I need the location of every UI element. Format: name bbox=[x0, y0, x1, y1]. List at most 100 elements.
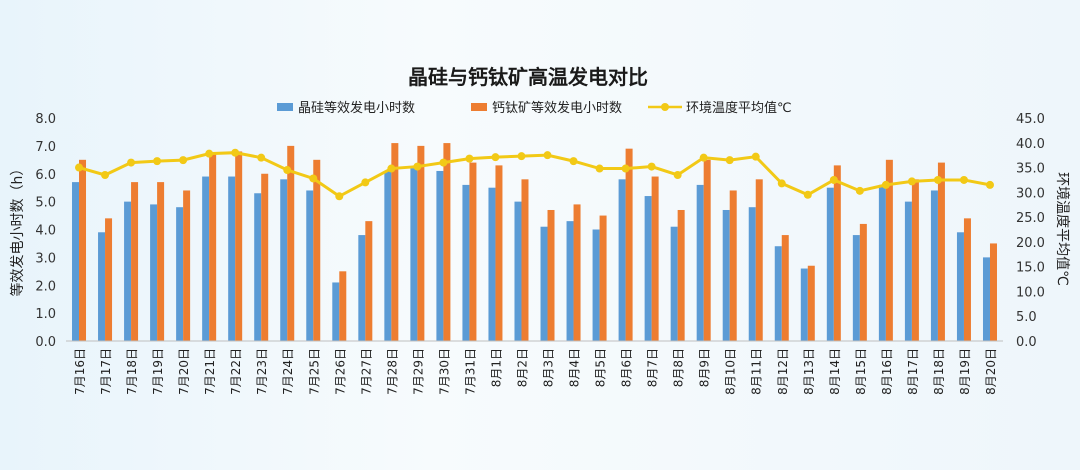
bar-silicon bbox=[150, 204, 158, 341]
temperature-point bbox=[751, 152, 760, 161]
x-tick-label: 8月8日 bbox=[672, 348, 686, 387]
bar-silicon bbox=[670, 226, 678, 341]
bar-perovskite bbox=[521, 179, 529, 341]
bar-perovskite bbox=[807, 265, 815, 341]
y2-tick-label: 45.0 bbox=[1016, 112, 1045, 127]
y-tick-label: 6.0 bbox=[35, 168, 56, 183]
temperature-point bbox=[231, 148, 240, 157]
bar-perovskite bbox=[261, 173, 269, 341]
bar-perovskite bbox=[391, 143, 399, 341]
bar-silicon bbox=[722, 209, 730, 341]
x-tick-label: 8月10日 bbox=[724, 348, 738, 395]
temperature-point bbox=[803, 190, 812, 199]
y-tick-label: 8.0 bbox=[35, 112, 56, 127]
bar-silicon bbox=[956, 232, 964, 341]
temperature-point bbox=[283, 166, 292, 175]
temperature-point bbox=[127, 158, 136, 167]
temperature-point bbox=[959, 175, 968, 184]
temperature-point bbox=[777, 179, 786, 188]
temperature-point bbox=[569, 157, 578, 166]
bar-perovskite bbox=[703, 159, 711, 341]
temperature-point bbox=[75, 163, 84, 172]
bar-perovskite bbox=[677, 209, 685, 341]
temperature-point bbox=[413, 162, 422, 171]
bar-silicon bbox=[410, 168, 418, 341]
temperature-point bbox=[491, 153, 500, 162]
x-tick-label: 7月17日 bbox=[99, 348, 113, 395]
bar-silicon bbox=[306, 190, 314, 341]
x-tick-label: 8月4日 bbox=[568, 348, 582, 387]
x-tick-label: 7月16日 bbox=[73, 348, 87, 395]
legend-swatch-perovskite bbox=[471, 103, 487, 111]
bar-silicon bbox=[982, 257, 990, 341]
temperature-point bbox=[335, 192, 344, 201]
bar-perovskite bbox=[417, 145, 425, 341]
y-tick-label: 2.0 bbox=[35, 279, 56, 294]
temperature-point bbox=[257, 153, 266, 162]
temperature-point bbox=[699, 153, 708, 162]
bar-perovskite bbox=[287, 145, 295, 341]
y-tick-label: 0.0 bbox=[35, 335, 56, 350]
x-tick-label: 7月27日 bbox=[359, 348, 373, 395]
bar-silicon bbox=[618, 179, 626, 341]
temperature-point bbox=[517, 152, 526, 161]
temperature-point bbox=[907, 177, 916, 186]
bar-silicon bbox=[384, 170, 392, 341]
temperature-point bbox=[829, 175, 838, 184]
x-tick-label: 7月31日 bbox=[463, 348, 477, 395]
x-tick-label: 7月22日 bbox=[229, 348, 243, 395]
y2-axis-title: 环境温度平均值℃ bbox=[1054, 172, 1070, 286]
temperature-point bbox=[361, 178, 370, 187]
x-tick-label: 7月29日 bbox=[411, 348, 425, 395]
y2-tick-label: 20.0 bbox=[1016, 236, 1045, 251]
bar-perovskite bbox=[105, 218, 113, 341]
x-tick-label: 7月20日 bbox=[177, 348, 191, 395]
y2-axis-ticks: 0.0 5.0 10.0 15.0 20.0 25.0 30.0 35.0 40.0 45.0 bbox=[1016, 112, 1045, 350]
temperature-point bbox=[933, 175, 942, 184]
x-tick-label: 7月25日 bbox=[307, 348, 321, 395]
y2-tick-label: 10.0 bbox=[1016, 285, 1045, 300]
y-axis-ticks: 0.0 1.0 2.0 3.0 4.0 5.0 6.0 7.0 8.0 bbox=[35, 112, 56, 350]
bar-perovskite bbox=[963, 218, 971, 341]
bar-silicon bbox=[98, 232, 106, 341]
legend-marker-temperature bbox=[661, 103, 669, 111]
temperature-point bbox=[621, 164, 630, 173]
bar-perovskite bbox=[547, 209, 555, 341]
temperature-point bbox=[595, 164, 604, 173]
x-tick-label: 8月12日 bbox=[776, 348, 790, 395]
bar-silicon bbox=[826, 187, 834, 341]
legend-label-temperature: 环境温度平均值℃ bbox=[686, 100, 792, 116]
bar-perovskite bbox=[599, 215, 607, 341]
bar-perovskite bbox=[183, 190, 191, 341]
y2-tick-label: 5.0 bbox=[1016, 310, 1037, 325]
bar-perovskite bbox=[937, 162, 945, 341]
bar-silicon bbox=[514, 201, 522, 341]
y-tick-label: 5.0 bbox=[35, 196, 56, 211]
x-tick-label: 8月9日 bbox=[698, 348, 712, 387]
bar-silicon bbox=[540, 226, 548, 341]
y-tick-label: 1.0 bbox=[35, 307, 56, 322]
bar-perovskite bbox=[911, 179, 919, 341]
x-tick-label: 7月23日 bbox=[255, 348, 269, 395]
bar-perovskite bbox=[859, 223, 867, 341]
x-axis-ticks: 7月16日 7月17日 7月18日 7月19日 7月20日 7月21日 7月22日 7月23日… bbox=[73, 348, 998, 395]
bar-perovskite bbox=[651, 176, 659, 341]
x-tick-label: 8月19日 bbox=[958, 348, 972, 395]
bar-perovskite bbox=[365, 221, 373, 341]
y-tick-label: 3.0 bbox=[35, 251, 56, 266]
bar-perovskite bbox=[235, 151, 243, 341]
x-tick-label: 8月1日 bbox=[489, 348, 503, 387]
bar-perovskite bbox=[781, 235, 789, 341]
temperature-point bbox=[881, 180, 890, 189]
legend: 晶硅等效发电小时数 钙钛矿等效发电小时数 环境温度平均值℃ bbox=[277, 100, 792, 116]
bar-perovskite bbox=[755, 179, 763, 341]
temperature-point bbox=[985, 180, 994, 189]
x-tick-label: 8月13日 bbox=[802, 348, 816, 395]
y2-tick-label: 30.0 bbox=[1016, 186, 1045, 201]
bar-silicon bbox=[878, 184, 886, 341]
bar-perovskite bbox=[989, 243, 997, 341]
bar-silicon bbox=[72, 182, 80, 341]
bar-silicon bbox=[124, 201, 132, 341]
bar-silicon bbox=[644, 196, 652, 341]
